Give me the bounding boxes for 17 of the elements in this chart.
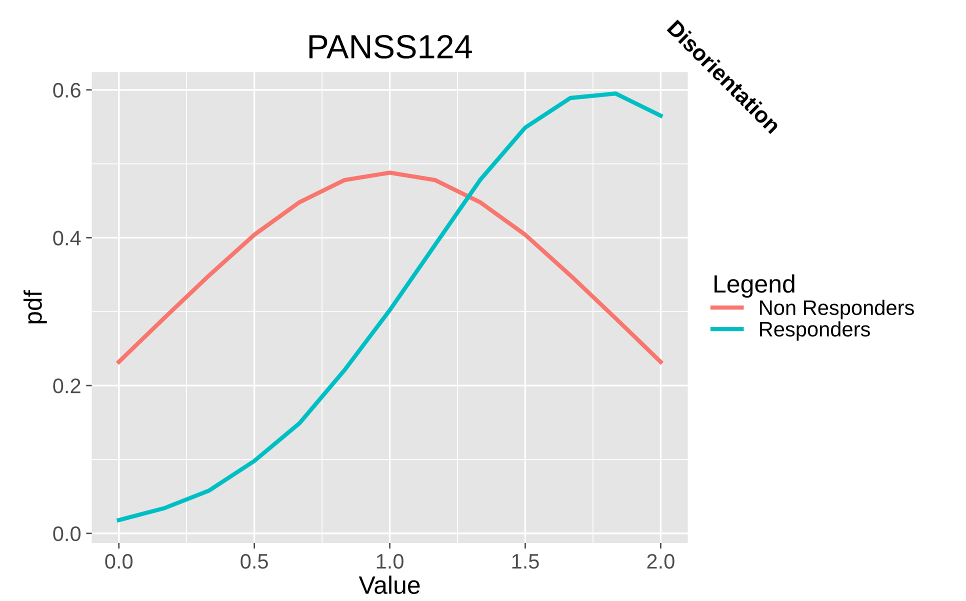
x-tick-label: 0.5 [240,554,268,569]
x-tick-label: 1.0 [376,554,404,569]
line-series [116,170,663,364]
y-tick-label: 0.6 [53,82,80,98]
y-tick-label: 0.2 [53,378,80,394]
y-axis-title: pdf [24,290,47,324]
legend-label: Non Responders [760,300,914,320]
y-tick-label: 0.0 [53,526,81,542]
x-tick-label: 1.5 [512,554,539,569]
y-tick-label: 0.4 [53,230,81,246]
legend-label: Responders [760,321,870,341]
x-axis-title: Value [358,576,420,594]
legend-title: Legend [714,274,794,298]
x-tick-label: 0.0 [105,554,133,569]
line-series [116,91,663,522]
chart-title: PANSS124 [309,34,472,59]
x-tick-label: 2.0 [647,554,674,569]
